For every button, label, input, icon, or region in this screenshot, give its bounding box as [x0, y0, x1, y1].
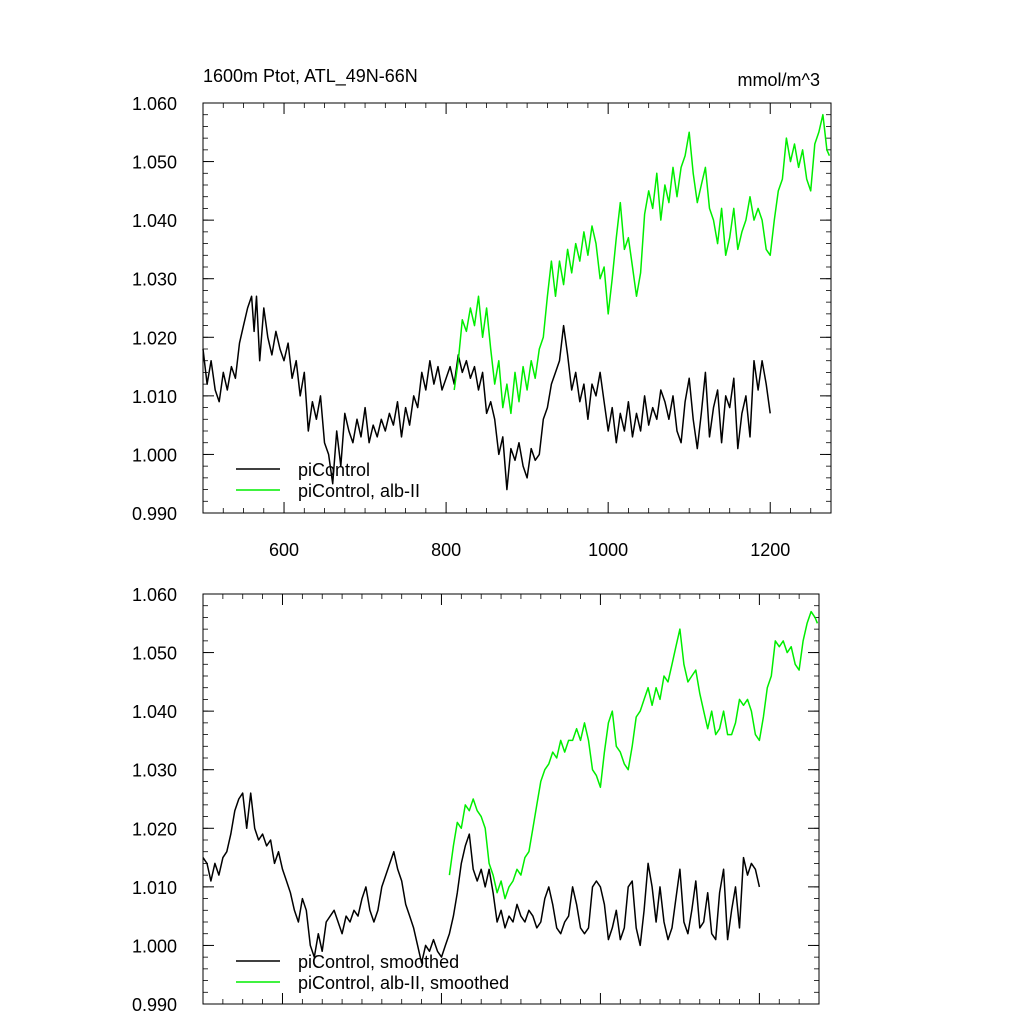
y-tick-label: 1.020 — [132, 819, 177, 839]
top-panel-x-axis: 600 800 1000 1200 — [222, 103, 832, 560]
top-panel: 1600m Ptot, ATL_49N-66N mmol/m^3 0.990 1.… — [132, 66, 832, 560]
y-tick-label: 1.030 — [132, 761, 177, 781]
series-line-picontrol — [202, 295, 771, 491]
y-tick-label: 0.990 — [132, 995, 177, 1015]
y-tick-label: 1.050 — [132, 644, 177, 664]
y-tick-label: 1.040 — [132, 702, 177, 722]
y-tick-label: 1.060 — [132, 585, 177, 605]
y-tick-label: 1.000 — [132, 445, 177, 465]
bottom-panel-x-axis — [222, 594, 820, 1004]
x-tick-label: 600 — [269, 540, 299, 560]
y-tick-label: 1.010 — [132, 387, 177, 407]
legend-label-picontrol: piControl — [298, 460, 370, 480]
top-panel-title: 1600m Ptot, ATL_49N-66N — [203, 66, 418, 87]
legend-label-picontrol-alb-ii-smoothed: piControl, alb-II, smoothed — [298, 973, 509, 993]
y-tick-label: 1.050 — [132, 153, 177, 173]
y-tick-label: 1.030 — [132, 270, 177, 290]
top-panel-frame — [202, 102, 832, 514]
bottom-panel-frame — [202, 593, 820, 1005]
x-tick-label: 1200 — [750, 540, 790, 560]
y-tick-label: 1.000 — [132, 936, 177, 956]
bottom-panel-y-axis: 0.990 1.000 1.010 1.020 1.030 1.040 1.050 1.060 — [132, 585, 819, 1015]
top-panel-series — [202, 113, 831, 491]
top-panel-y-axis: 0.990 1.000 1.010 1.020 1.030 1.040 1.050 1.060 — [132, 94, 831, 524]
y-tick-label: 1.040 — [132, 211, 177, 231]
bottom-panel: 0.990 1.000 1.010 1.020 1.030 1.040 1.050 1.060… — [132, 585, 820, 1015]
bottom-panel-series — [202, 610, 819, 964]
bottom-panel-legend: piControl, smoothed piControl, alb-II, s… — [236, 952, 509, 993]
series-line-picontrol — [202, 792, 761, 964]
y-tick-label: 1.020 — [132, 328, 177, 348]
legend-label-picontrol-alb-ii: piControl, alb-II — [298, 481, 420, 501]
legend-label-picontrol-smoothed: piControl, smoothed — [298, 952, 459, 972]
x-tick-label: 1000 — [588, 540, 628, 560]
top-panel-units: mmol/m^3 — [738, 70, 820, 90]
y-tick-label: 1.010 — [132, 878, 177, 898]
top-panel-legend: piControl piControl, alb-II — [236, 460, 420, 501]
series-line-picontrol-alb-ii — [453, 113, 831, 415]
x-tick-label: 800 — [431, 540, 461, 560]
series-line-picontrol-alb-ii — [448, 610, 819, 900]
y-tick-label: 1.060 — [132, 94, 177, 114]
y-tick-label: 0.990 — [132, 504, 177, 524]
